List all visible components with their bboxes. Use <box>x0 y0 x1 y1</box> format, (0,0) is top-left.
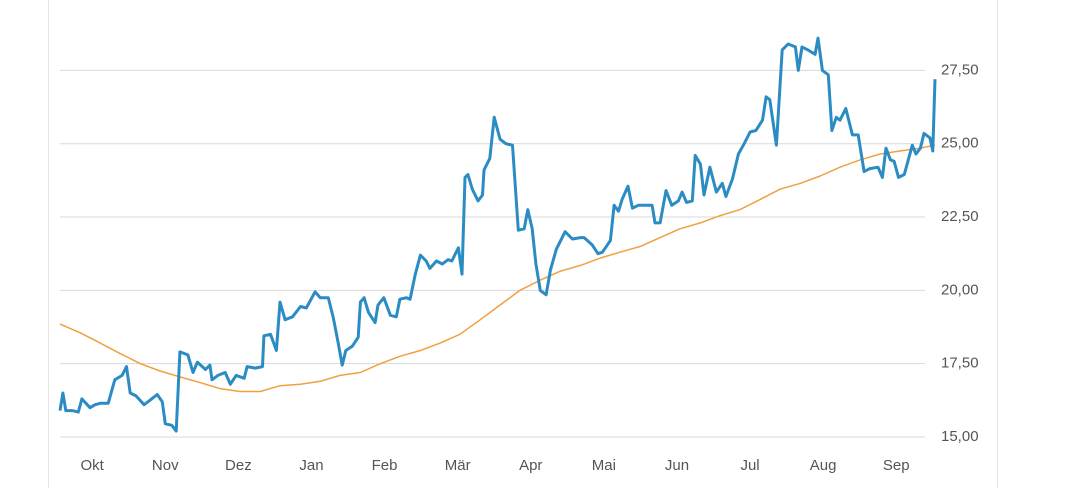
y-tick-label: 15,00 <box>941 428 979 445</box>
x-tick-label: Aug <box>810 457 837 474</box>
price-line <box>59 144 936 393</box>
y-tick-label: 20,00 <box>941 281 979 298</box>
x-tick-label: Feb <box>372 457 398 474</box>
price-line <box>58 36 937 433</box>
x-tick-label: Sep <box>883 457 910 474</box>
x-tick-label: Mai <box>592 457 616 474</box>
x-tick-label: Mär <box>445 457 471 474</box>
x-tick-label: Nov <box>152 457 179 474</box>
x-tick-label: Apr <box>519 457 542 474</box>
x-tick-label: Jan <box>299 457 323 474</box>
y-tick-label: 17,50 <box>941 355 979 372</box>
x-tick-label: Jul <box>740 457 759 474</box>
y-tick-label: 27,50 <box>941 61 979 78</box>
x-tick-label: Dez <box>225 457 252 474</box>
x-tick-label: Okt <box>80 457 104 474</box>
y-tick-label: 25,00 <box>941 135 979 152</box>
x-tick-label: Jun <box>665 457 689 474</box>
y-tick-label: 22,50 <box>941 208 979 225</box>
